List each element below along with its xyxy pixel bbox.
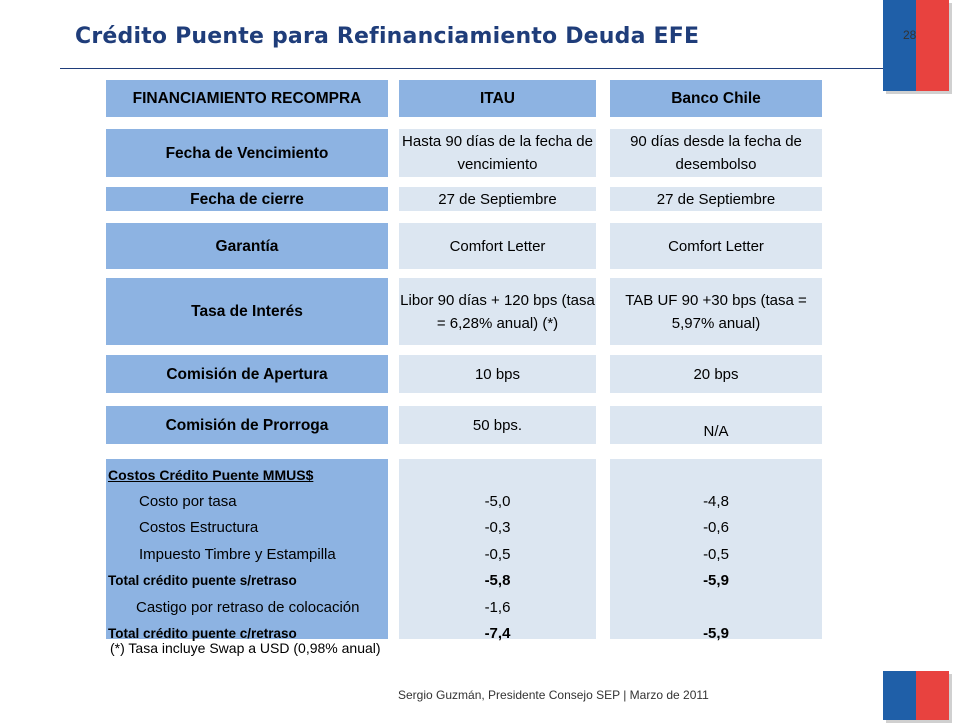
cost-spacer: [399, 462, 596, 489]
cost-label-estructura: Costos Estructura: [139, 519, 259, 536]
cost-itau-total-c-retraso: -7,4: [484, 625, 511, 642]
row-label-garantia: Garantía: [106, 223, 388, 269]
row-label-fecha-vencimiento: Fecha de Vencimiento: [106, 129, 388, 177]
cell-itau-comision-prorroga: 50 bps.: [399, 406, 596, 444]
row-label-comision-prorroga: Comisión de Prorroga: [106, 406, 388, 444]
cost-bchile-tasa: -4,8: [703, 492, 729, 510]
cell-itau-comision-apertura: 10 bps: [399, 355, 596, 393]
row-label-comision-apertura: Comisión de Apertura: [106, 355, 388, 393]
cell-bchile-tasa-interes: TAB UF 90 +30 bps (tasa = 5,97% anual): [610, 278, 822, 345]
costs-bchile-block: -4,8 -0,6 -0,5 -5,9 -5,9: [610, 459, 822, 642]
row-label-tasa-interes: Tasa de Interés: [106, 278, 388, 345]
footnote: (*) Tasa incluye Swap a USD (0,98% anual…: [110, 640, 381, 656]
cost-itau-castigo: -1,6: [484, 598, 511, 616]
cost-label-castigo: Castigo por retraso de colocación: [136, 598, 360, 616]
cost-itau-impuesto: -0,5: [484, 545, 511, 563]
column-header-banco-chile: Banco Chile: [610, 80, 822, 117]
cost-itau-tasa: -5,0: [484, 492, 511, 510]
title-divider: [60, 68, 910, 69]
chile-flag-icon: [883, 671, 952, 723]
cell-bchile-fecha-vencimiento: 90 días desde la fecha de desembolso: [610, 129, 822, 177]
cost-label-tasa: Costo por tasa: [139, 492, 237, 510]
cost-itau-total-s-retraso: -5,8: [484, 572, 511, 589]
cell-bchile-garantia: Comfort Letter: [610, 223, 822, 269]
cost-label-total-s-retraso: Total crédito puente s/retraso: [108, 573, 297, 588]
column-header-financiamiento: FINANCIAMIENTO RECOMPRA: [106, 80, 388, 117]
cell-itau-tasa-interes: Libor 90 días + 120 bps (tasa = 6,28% an…: [399, 278, 596, 345]
cost-bchile-total-s-retraso: -5,9: [703, 572, 729, 589]
cell-bchile-fecha-cierre: 27 de Septiembre: [610, 187, 822, 211]
cost-itau-estructura: -0,3: [484, 519, 511, 536]
cost-spacer: [610, 462, 822, 489]
cost-bchile-castigo: [610, 595, 822, 622]
costs-heading: Costos Crédito Puente MMUS$: [108, 467, 314, 483]
chile-flag-icon: [883, 0, 952, 94]
cell-itau-fecha-vencimiento: Hasta 90 días de la fecha de vencimiento: [399, 129, 596, 177]
cost-bchile-total-c-retraso: -5,9: [703, 625, 729, 642]
page-title: Crédito Puente para Refinanciamiento Deu…: [75, 24, 700, 49]
cell-itau-fecha-cierre: 27 de Septiembre: [399, 187, 596, 211]
footer-credit: Sergio Guzmán, Presidente Consejo SEP | …: [398, 688, 709, 702]
row-label-fecha-cierre: Fecha de cierre: [106, 187, 388, 211]
cost-bchile-impuesto: -0,5: [703, 545, 729, 563]
costs-itau-block: -5,0 -0,3 -0,5 -5,8 -1,6 -7,4: [399, 459, 596, 642]
cell-itau-garantia: Comfort Letter: [399, 223, 596, 269]
cell-bchile-comision-prorroga: N/A: [610, 406, 822, 444]
cell-bchile-comision-apertura: 20 bps: [610, 355, 822, 393]
page-number: 28: [903, 28, 917, 42]
cost-bchile-estructura: -0,6: [703, 519, 729, 536]
cost-label-total-c-retraso: Total crédito puente c/retraso: [108, 626, 297, 641]
costs-label-block: Costos Crédito Puente MMUS$ Costo por ta…: [106, 459, 388, 641]
column-header-itau: ITAU: [399, 80, 596, 117]
cost-label-impuesto: Impuesto Timbre y Estampilla: [139, 545, 336, 563]
